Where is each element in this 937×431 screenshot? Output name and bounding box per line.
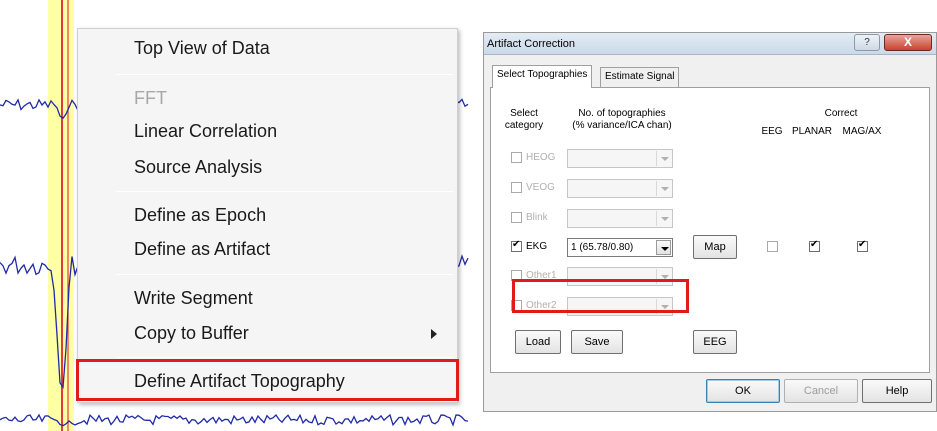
- blink-checkbox[interactable]: [511, 212, 522, 223]
- help-button[interactable]: Help: [862, 379, 932, 403]
- veog-topography-select[interactable]: [567, 179, 673, 198]
- correct-planar-checkbox[interactable]: [809, 239, 820, 252]
- header-planar: PLANAR: [791, 126, 832, 137]
- menu-separator: [116, 191, 453, 192]
- dropdown-arrow-icon: [656, 211, 671, 226]
- eeg-trace-3: [0, 413, 469, 427]
- heog-checkbox[interactable]: [511, 152, 522, 163]
- menu-item-define-artifact[interactable]: Define as Artifact: [134, 239, 271, 259]
- menu-item-copy-to-buffer[interactable]: Copy to Buffer: [134, 323, 249, 343]
- title-bar: Artifact Correction ? X: [484, 33, 936, 55]
- tab-select-topographies[interactable]: Select Topographies: [492, 65, 593, 88]
- menu-item-linear-correlation[interactable]: Linear Correlation: [134, 121, 278, 141]
- header-num-topographies: No. of topographies (% variance/ICA chan): [572, 108, 672, 131]
- ok-button[interactable]: OK: [706, 379, 780, 403]
- correct-mag-checkbox[interactable]: [857, 239, 868, 252]
- menu-separator: [116, 274, 453, 275]
- load-button[interactable]: Load: [515, 330, 561, 354]
- menu-item-source-analysis[interactable]: Source Analysis: [134, 157, 263, 177]
- artifact-correction-dialog: Artifact Correction ? X Select Topograph…: [483, 32, 937, 412]
- title-help-button[interactable]: ?: [854, 34, 880, 51]
- veog-checkbox[interactable]: [511, 182, 522, 193]
- context-menu: Top View of Data FFT Linear Correlation …: [76, 28, 459, 403]
- menu-item-write-segment[interactable]: Write Segment: [134, 288, 253, 308]
- save-button[interactable]: Save: [571, 330, 623, 354]
- dialog-title: Artifact Correction: [487, 38, 576, 50]
- dropdown-arrow-icon: [656, 151, 671, 166]
- header-eeg: EEG: [761, 126, 783, 137]
- menu-separator: [116, 74, 453, 75]
- dropdown-arrow-icon: [656, 240, 671, 255]
- menu-item-define-epoch[interactable]: Define as Epoch: [134, 205, 267, 225]
- heog-topography-select[interactable]: [567, 149, 673, 168]
- header-mag-ax: MAG/AX: [842, 126, 882, 137]
- veog-label: VEOG: [526, 182, 555, 193]
- blink-label: Blink: [526, 212, 548, 223]
- ekg-label: EKG: [526, 241, 548, 252]
- dropdown-arrow-icon: [656, 299, 671, 314]
- tab-panel: Select category No. of topographies (% var…: [490, 87, 930, 373]
- menu-item-top-view[interactable]: Top View of Data: [134, 38, 270, 58]
- menu-item-define-artifact-topography[interactable]: Define Artifact Topography: [134, 371, 345, 391]
- cancel-button[interactable]: Cancel: [784, 379, 858, 403]
- close-button[interactable]: X: [884, 34, 932, 51]
- highlight-box: [76, 359, 459, 401]
- other1-label: Other1: [526, 270, 557, 281]
- dropdown-arrow-icon: [656, 269, 671, 284]
- ekg-topography-select[interactable]: 1 (65.78/0.80): [567, 238, 673, 257]
- eeg-button[interactable]: EEG: [693, 330, 737, 354]
- ekg-checkbox[interactable]: [511, 239, 522, 252]
- header-select: Select category: [504, 108, 544, 131]
- map-button[interactable]: Map: [693, 235, 737, 259]
- other2-label: Other2: [526, 300, 557, 311]
- tab-estimate-signal[interactable]: Estimate Signal: [600, 67, 680, 87]
- menu-item-fft: FFT: [134, 88, 167, 108]
- eeg-trace-view: Top View of Data FFT Linear Correlation …: [0, 0, 470, 431]
- ekg-topography-value: 1 (65.78/0.80): [571, 242, 634, 253]
- menu-separator: [116, 357, 453, 358]
- submenu-arrow-icon: [431, 329, 437, 339]
- correct-eeg-checkbox[interactable]: [767, 241, 778, 252]
- highlight-box: [512, 279, 689, 313]
- heog-label: HEOG: [526, 152, 556, 163]
- blink-topography-select[interactable]: [567, 209, 673, 228]
- dropdown-arrow-icon: [656, 181, 671, 196]
- header-correct: Correct: [824, 108, 858, 119]
